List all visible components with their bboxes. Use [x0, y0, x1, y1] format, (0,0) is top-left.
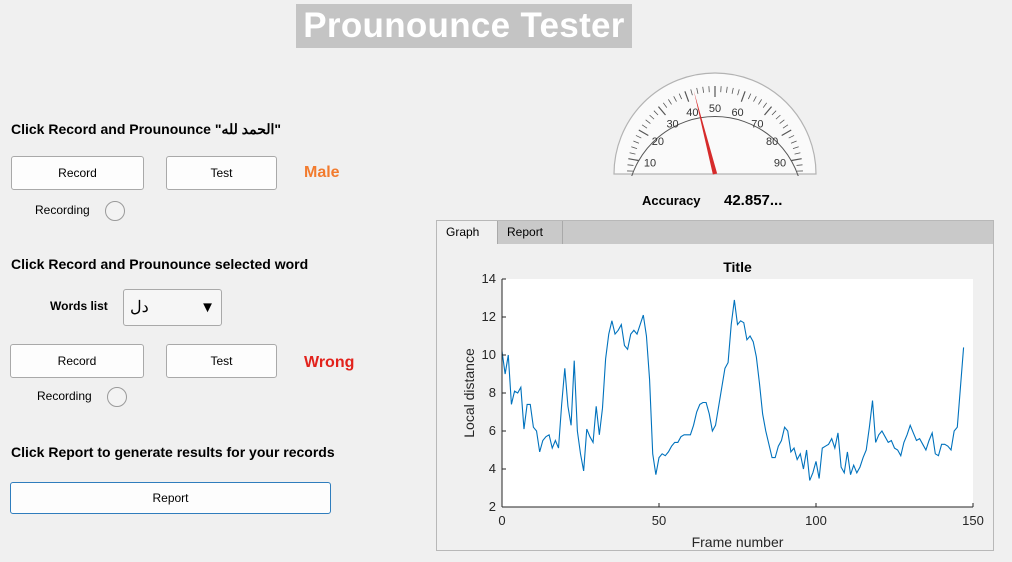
- chart-title: Title: [723, 259, 752, 275]
- gauge-tick: [764, 106, 773, 116]
- tab-graph[interactable]: Graph: [437, 221, 498, 244]
- recording-lamp-2: [107, 387, 127, 407]
- y-axis-label: Local distance: [461, 348, 477, 438]
- y-tick-label: 12: [482, 309, 496, 324]
- gauge-tick: [782, 124, 789, 129]
- tab-report[interactable]: Report: [498, 221, 563, 244]
- tab-bar: Graph Report: [437, 221, 993, 244]
- distance-chart: 0 50 100 150 2 4 6 8 10 12 14 Title Frame number Loca…: [461, 259, 984, 550]
- gauge-tick: [635, 135, 642, 139]
- gauge-tick-label: 80: [766, 136, 778, 148]
- gauge-tick: [638, 129, 649, 137]
- x-axis-label: Frame number: [692, 534, 784, 550]
- gauge-tick: [758, 99, 762, 105]
- test-button-2[interactable]: Test: [166, 344, 277, 378]
- y-tick-label: 14: [482, 271, 496, 286]
- gauge-tick-label: 20: [652, 136, 664, 148]
- y-tick-label: 2: [489, 499, 496, 514]
- section1-heading: Click Record and Prounounce "الحمد لله": [11, 121, 282, 137]
- results-tab-group: Graph Report 0 50 100 150 2 4 6 8 10 12 14 Title Fra…: [436, 220, 994, 551]
- gauge-tick: [726, 86, 728, 93]
- gauge-tick: [790, 140, 797, 144]
- words-list-label: Words list: [50, 299, 108, 313]
- gauge-needle: [693, 90, 718, 175]
- gauge-tick: [657, 106, 666, 116]
- gauge-tick: [653, 110, 659, 116]
- gauge-tick: [673, 96, 677, 102]
- app-title: Prounounce Tester: [296, 4, 632, 48]
- gauge-tick-label: 30: [666, 118, 678, 130]
- recording-lamp-1: [105, 201, 125, 221]
- gauge-tick: [631, 146, 638, 150]
- gauge-tick-label: 60: [731, 107, 743, 119]
- word-result: Wrong: [304, 354, 355, 371]
- gauge-tick-label: 50: [709, 103, 721, 115]
- gauge-tick: [649, 114, 655, 120]
- accuracy-gauge: 0102030405060708090100: [613, 72, 817, 176]
- gauge-tick: [790, 158, 802, 162]
- report-button[interactable]: Report: [10, 482, 331, 514]
- gauge-tick-label: 40: [686, 107, 698, 119]
- gauge-tick: [762, 102, 768, 108]
- gauge-tick: [771, 110, 777, 116]
- gauge-tick: [645, 119, 651, 124]
- selected-word: دل: [130, 299, 149, 316]
- gauge-tick: [792, 146, 799, 150]
- gauge-tick: [628, 158, 640, 162]
- x-tick-label: 0: [498, 513, 505, 528]
- y-tick-label: 6: [489, 423, 496, 438]
- gauge-tick: [779, 119, 785, 124]
- recording-label-1: Recording: [35, 203, 90, 217]
- gauge-tick-label: 10: [644, 158, 656, 170]
- plot-area: [502, 279, 973, 507]
- gauge-tick: [740, 91, 746, 102]
- gauge-tick: [781, 129, 792, 137]
- gauge-tick: [794, 152, 801, 155]
- gauge-tick: [641, 124, 648, 129]
- recording-label-2: Recording: [37, 389, 92, 403]
- accuracy-value: 42.857...: [724, 192, 783, 209]
- gauge-tick: [690, 89, 693, 96]
- gauge-tick: [747, 93, 752, 100]
- gauge-tick: [696, 87, 699, 94]
- gauge-tick: [788, 135, 795, 139]
- gauge-tick: [662, 102, 668, 108]
- y-tick-label: 8: [489, 385, 496, 400]
- gauge-tick: [775, 114, 781, 120]
- test-button-1[interactable]: Test: [166, 156, 277, 190]
- gauge-tick: [668, 99, 672, 105]
- gauge-tick-label: 90: [774, 158, 786, 170]
- dropdown-arrow-icon: ▼: [200, 299, 215, 316]
- gender-result: Male: [304, 164, 340, 181]
- record-button-1[interactable]: Record: [11, 156, 144, 190]
- gauge-tick: [731, 87, 734, 94]
- words-dropdown[interactable]: دل ▼: [123, 289, 222, 326]
- x-tick-label: 150: [962, 513, 984, 528]
- gauge-tick: [684, 91, 690, 102]
- section2-heading: Click Record and Prounounce selected wor…: [11, 256, 309, 272]
- y-tick-label: 10: [482, 347, 496, 362]
- gauge-tick: [627, 164, 634, 166]
- gauge-tick: [702, 86, 704, 93]
- x-tick-label: 50: [652, 513, 666, 528]
- gauge-tick: [753, 96, 757, 102]
- gauge-tick: [796, 164, 803, 166]
- series-line: [501, 299, 965, 481]
- gauge-tick-label: 70: [751, 118, 763, 130]
- accuracy-label: Accuracy: [642, 193, 701, 208]
- y-tick-label: 4: [489, 461, 496, 476]
- x-tick-label: 100: [805, 513, 827, 528]
- gauge-tick: [629, 152, 636, 155]
- record-button-2[interactable]: Record: [10, 344, 144, 378]
- gauge-tick: [737, 89, 740, 96]
- gauge-tick: [678, 93, 683, 100]
- section3-heading: Click Report to generate results for you…: [11, 444, 335, 460]
- gauge-tick: [633, 140, 640, 144]
